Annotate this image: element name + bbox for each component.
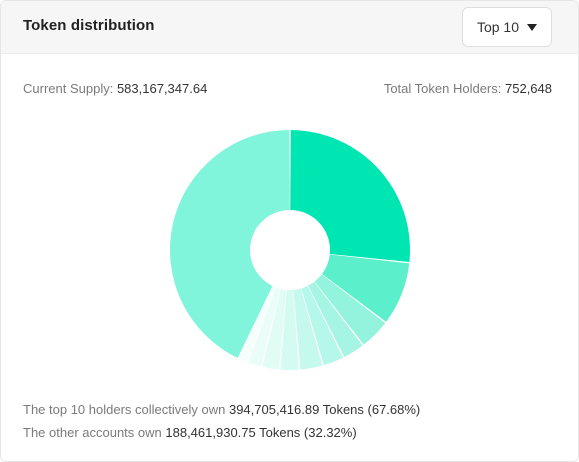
top-holders-summary-value: 394,705,416.89 Tokens (67.68%) bbox=[228, 402, 421, 417]
donut-slice-2[interactable] bbox=[322, 254, 410, 322]
total-token-holders-label: Total Token Holders: bbox=[383, 81, 502, 96]
other-accounts-summary: The other accounts own 188,461,930.75 To… bbox=[23, 425, 357, 440]
top-holders-summary: The top 10 holders collectively own 394,… bbox=[23, 402, 420, 417]
donut-slice-6[interactable] bbox=[293, 288, 323, 370]
donut-slice-7[interactable] bbox=[280, 289, 299, 370]
top-holders-summary-prefix: The top 10 holders collectively own bbox=[23, 402, 226, 417]
current-supply: Current Supply: 583,167,347.64 bbox=[23, 81, 207, 96]
total-token-holders: Total Token Holders: 752,648 bbox=[384, 81, 552, 96]
donut-slice-3[interactable] bbox=[314, 274, 386, 345]
donut-slice-9[interactable] bbox=[248, 287, 281, 367]
current-supply-value: 583,167,347.64 bbox=[116, 81, 208, 96]
distribution-donut-chart bbox=[169, 130, 410, 370]
donut-slice-1[interactable] bbox=[290, 130, 410, 262]
donut-slice-8[interactable] bbox=[262, 288, 287, 370]
current-supply-label: Current Supply: bbox=[23, 81, 114, 96]
donut-slice-10[interactable] bbox=[238, 286, 276, 362]
total-token-holders-value: 752,648 bbox=[505, 81, 552, 96]
donut-slice-11[interactable] bbox=[169, 130, 290, 358]
other-accounts-summary-prefix: The other accounts own bbox=[23, 425, 162, 440]
donut-slice-4[interactable] bbox=[308, 281, 363, 357]
dropdown-selected-value: Top 10 bbox=[476, 19, 520, 35]
other-accounts-summary-value: 188,461,930.75 Tokens (32.32%) bbox=[165, 425, 357, 440]
top-n-dropdown[interactable]: Top 10 bbox=[462, 7, 552, 47]
card-header: Token distribution Top 10 bbox=[1, 1, 578, 54]
caret-down-icon bbox=[527, 24, 538, 31]
donut-slice-5[interactable] bbox=[301, 285, 344, 366]
card-title: Token distribution bbox=[23, 17, 155, 34]
